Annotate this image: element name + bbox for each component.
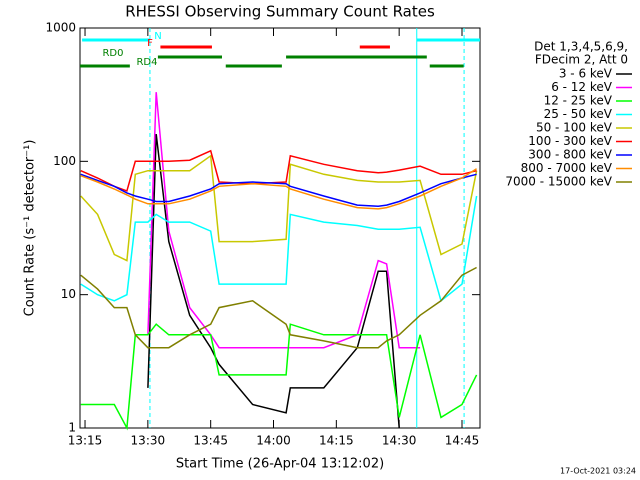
y-tick-label: 1 [68,421,76,435]
legend-label: 6 - 12 keV [551,80,613,94]
legend-label: 50 - 100 keV [536,121,613,135]
series-line [147,134,400,429]
y-tick-label: 1000 [45,21,76,35]
x-tick-label: 14:45 [445,434,480,448]
x-tick-label: 14:15 [319,434,354,448]
flag-label: RD4 [136,57,157,68]
legend-label: 800 - 7000 keV [521,161,613,175]
plot-frame [79,27,481,429]
legend-label: 7000 - 15000 keV [505,175,612,189]
x-tick-label: 13:45 [193,434,228,448]
series-line [80,173,477,208]
legend-label: 3 - 6 keV [559,67,613,81]
legend-label: 300 - 800 keV [528,148,612,162]
x-tick-label: 14:30 [382,434,417,448]
legend-label: 12 - 25 keV [544,94,613,108]
legend-title: Det 1,3,4,5,6,9, [534,40,628,54]
flag-label: F [147,38,153,49]
y-tick-label: 100 [53,154,76,168]
y-tick-label: 10 [61,287,76,301]
x-axis-label: Start Time (26-Apr-04 13:12:02) [176,457,384,472]
x-tick-label: 13:30 [131,434,166,448]
y-axis-label: Count Rate (s⁻¹ detector⁻¹) [23,140,38,317]
series-line [80,168,478,210]
legend-title: FDecim 2, Att 0 [535,53,628,67]
series-line [147,92,421,349]
x-tick-label: 13:15 [68,434,103,448]
legend-label: 25 - 50 keV [544,107,613,121]
series-line [80,323,478,431]
footer: 17-Oct-2021 03:24 [560,467,636,476]
series-line [80,195,478,303]
flag-label: N [154,31,161,42]
x-tick-label: 14:00 [256,434,291,448]
series-line [80,266,477,349]
series-line [80,154,478,262]
chart-title: RHESSI Observing Summary Count Rates [125,3,435,21]
flag-label: RD0 [102,48,123,59]
legend-label: 100 - 300 keV [528,134,612,148]
